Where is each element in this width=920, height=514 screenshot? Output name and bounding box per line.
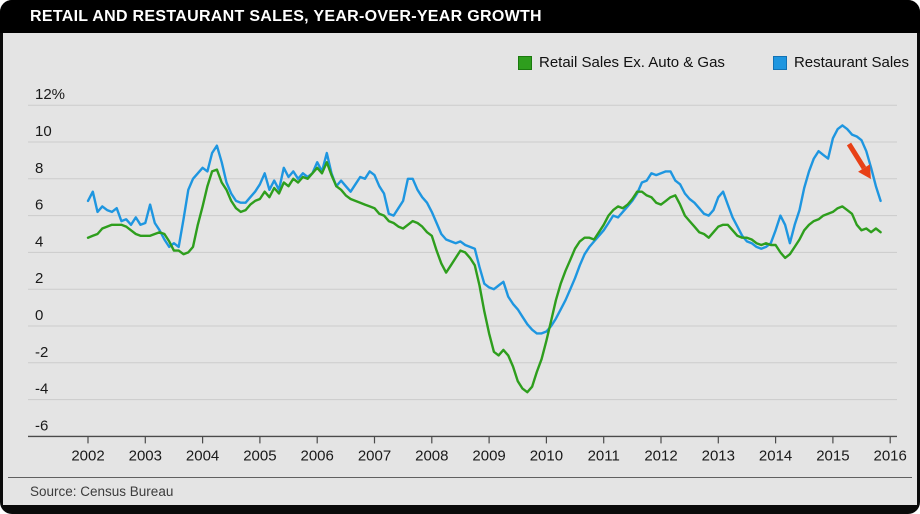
svg-text:2007: 2007 [358, 447, 391, 464]
svg-text:2006: 2006 [301, 447, 334, 464]
svg-text:2004: 2004 [186, 447, 219, 464]
restaurant-series-swatch-icon [772, 55, 787, 70]
page-title: RETAIL AND RESTAURANT SALES, YEAR-OVER-Y… [30, 7, 542, 25]
svg-text:-6: -6 [35, 417, 48, 434]
svg-text:2012: 2012 [644, 447, 677, 464]
svg-text:2003: 2003 [129, 447, 162, 464]
svg-text:2010: 2010 [530, 447, 563, 464]
legend: Retail Sales Ex. Auto & Gas Restaurant S… [518, 54, 920, 71]
plot-area: 12% 10 8 6 4 2 0 -2 -4 -6 2002 2003 2004 2005 2006 2007… [3, 33, 917, 505]
svg-text:6: 6 [35, 197, 43, 214]
svg-text:12%: 12% [35, 86, 65, 103]
svg-text:2013: 2013 [702, 447, 735, 464]
svg-text:2002: 2002 [71, 447, 104, 464]
svg-text:2016: 2016 [874, 447, 907, 464]
svg-text:2014: 2014 [759, 447, 792, 464]
svg-text:0: 0 [35, 307, 43, 324]
svg-text:-2: -2 [35, 344, 48, 361]
legend-label-retail: Retail Sales Ex. Auto & Gas [539, 54, 725, 71]
title-bar: RETAIL AND RESTAURANT SALES, YEAR-OVER-Y… [0, 0, 920, 33]
svg-text:2011: 2011 [588, 447, 620, 464]
svg-text:2009: 2009 [472, 447, 505, 464]
svg-text:10: 10 [35, 123, 52, 140]
svg-text:2008: 2008 [415, 447, 448, 464]
legend-item-retail: Retail Sales Ex. Auto & Gas [518, 54, 725, 71]
svg-text:4: 4 [35, 233, 43, 250]
legend-item-restaurant: Restaurant Sales [772, 54, 910, 71]
svg-text:2015: 2015 [816, 447, 849, 464]
svg-text:2005: 2005 [243, 447, 276, 464]
svg-text:8: 8 [35, 160, 43, 177]
svg-text:2: 2 [35, 270, 43, 287]
svg-text:-4: -4 [35, 381, 48, 398]
source-note: Source: Census Bureau [30, 484, 174, 499]
legend-label-restaurant: Restaurant Sales [793, 54, 910, 71]
footer-divider [8, 477, 912, 478]
retail-series-swatch-icon [518, 55, 532, 70]
